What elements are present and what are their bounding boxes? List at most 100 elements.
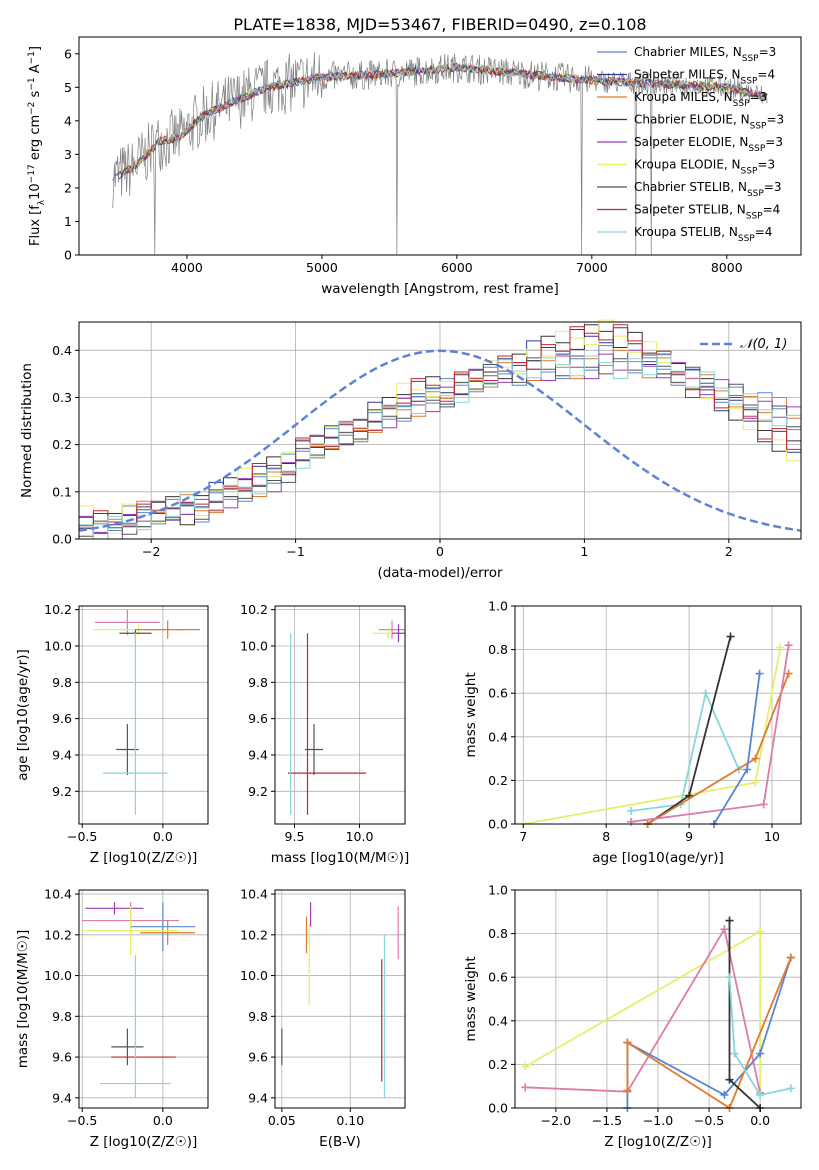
- spectrum-panel: 4000 5000 6000 7000 8000 0 1 2 3 4 5 6 wavelength [A…: [27, 36, 802, 297]
- weight-point-marker: [701, 689, 710, 698]
- plot-content: [281, 902, 399, 1098]
- y-tick-label: 0.0: [52, 532, 72, 547]
- y-tick-label: 0.0: [488, 1101, 508, 1116]
- axes-frame: 9.5 10.0 9.2 9.4 9.6 9.8 10.0 10.2 mass [log10(M…: [240, 602, 409, 866]
- normal-curve: [78, 349, 802, 532]
- y-tick-label: 0.4: [52, 343, 72, 358]
- plot-content: [288, 620, 405, 815]
- y-tick-label: 9.6: [248, 1050, 268, 1065]
- plot-content: [93, 609, 200, 815]
- weight-point-marker: [726, 632, 735, 641]
- weight-series-line: [630, 690, 740, 812]
- weight-point-marker: [786, 953, 795, 962]
- y-tick-label: 1.0: [488, 883, 508, 898]
- figure-title: PLATE=1838, MJD=53467, FIBERID=0490, z=0…: [233, 15, 646, 34]
- weight-point-marker: [784, 641, 793, 650]
- x-tick-label: −2: [142, 544, 160, 559]
- legend-tail: =4: [763, 203, 781, 217]
- y-tick-label: 0.2: [52, 437, 72, 452]
- x-tick-label: 5000: [306, 260, 338, 275]
- x-tick-label: 8: [602, 829, 610, 844]
- legend-subscript: SSP: [741, 77, 758, 87]
- weight-point-marker: [751, 754, 760, 763]
- axes-frame: −0.5 0.0 9.4 9.6 9.8 10.0 10.2 10.4 Z [log10(Z/Z…: [15, 887, 209, 1150]
- y-tick-label: 10.2: [44, 602, 72, 617]
- legend-tail: =4: [757, 68, 775, 82]
- y-tick-label: 2: [64, 180, 72, 195]
- plot-content: [82, 902, 196, 1098]
- x-axis-label: (data-model)/error: [377, 565, 503, 581]
- axes-border: [78, 605, 209, 825]
- y-tick-label: 0.6: [488, 686, 508, 701]
- legend-tail: =4: [755, 225, 773, 239]
- y-tick-label: 0.4: [488, 729, 508, 744]
- x-tick-label: −1: [286, 544, 304, 559]
- y-tick-label: 0.0: [488, 817, 508, 832]
- weight-point-marker: [756, 1090, 765, 1099]
- y-tick-label: 10.0: [44, 638, 72, 653]
- legend-tail: =3: [764, 180, 782, 194]
- y-tick-label: 9.4: [248, 1090, 268, 1105]
- legend-subscript: SSP: [747, 189, 764, 199]
- y-tick-label: 0: [64, 248, 72, 263]
- y-axis-label: mass weight: [463, 956, 479, 1041]
- y-tick-label: 1: [64, 214, 72, 229]
- y-tick-label: 0.4: [488, 1013, 508, 1028]
- plot-area: [515, 606, 801, 824]
- y-tick-label: 3: [64, 147, 72, 162]
- weight-point-marker: [720, 925, 729, 934]
- weight-series-line: [626, 957, 792, 1110]
- y-tick-label: 9.6: [52, 711, 72, 726]
- superscript: −17: [27, 164, 37, 183]
- y-tick-label: 9.8: [248, 675, 268, 690]
- weight-vs-age-panel: 7 8 9 10 0.0 0.2 0.4 0.6 0.8 1.0 age [log10(age/yr…: [463, 599, 802, 866]
- x-tick-label: −0.5: [694, 1113, 724, 1128]
- axes-frame: 4000 5000 6000 7000 8000 0 1 2 3 4 5 6 wavelength [A…: [27, 36, 802, 297]
- weight-point-marker: [725, 916, 734, 925]
- axes-frame: −2 −1 0 1 2 0.0 0.1 0.2 0.3 0.4 𝒩(0, 1) (data-model…: [19, 321, 802, 581]
- x-tick-label: 9: [685, 829, 693, 844]
- x-tick-label: 0.10: [336, 1113, 364, 1128]
- y-tick-label: 0.8: [488, 926, 508, 941]
- y-axis-label: mass [log10(M/M☉)]: [15, 930, 31, 1069]
- x-tick-label: −0.5: [67, 829, 97, 844]
- weight-point-marker: [521, 1083, 530, 1092]
- y-tick-label: 10.0: [240, 968, 268, 983]
- legend-entry: 𝒩(0, 1): [740, 337, 787, 352]
- model-spectrum-line: [122, 62, 768, 177]
- y-tick-label: 10.2: [44, 927, 72, 942]
- weight-point-marker: [786, 1084, 795, 1093]
- y-tick-label: 0.3: [52, 390, 72, 405]
- axes-border: [274, 889, 406, 1109]
- x-axis-label: wavelength [Angstrom, rest frame]: [321, 281, 559, 297]
- x-tick-label: 10: [764, 829, 780, 844]
- weight-point-marker: [756, 1049, 765, 1058]
- weight-point-marker: [743, 765, 752, 774]
- x-tick-label: 2: [725, 544, 733, 559]
- y-axis-label: age [log10(age/yr)]: [15, 649, 31, 781]
- y-tick-label: 0.2: [488, 773, 508, 788]
- y-tick-label: 10.2: [240, 927, 268, 942]
- axes-frame: −0.5 0.0 9.2 9.4 9.6 9.8 10.0 10.2 Z [log10(Z/Z☉…: [15, 602, 209, 866]
- x-tick-label: 0: [436, 544, 444, 559]
- legend-subscript: SSP: [746, 212, 763, 222]
- weight-point-marker: [751, 778, 760, 787]
- superscript: −2: [27, 102, 37, 115]
- x-tick-label: 0.0: [153, 829, 173, 844]
- axes-border: [514, 605, 802, 825]
- x-axis-label: Z [log10(Z/Z☉)]: [604, 1134, 712, 1150]
- x-axis-label: Z [log10(Z/Z☉)]: [90, 850, 198, 866]
- y-tick-label: 9.2: [52, 784, 72, 799]
- y-tick-label: 1.0: [488, 599, 508, 614]
- x-tick-label: −2.0: [541, 1113, 571, 1128]
- axes-frame: 0.05 0.10 9.4 9.6 9.8 10.0 10.2 10.4 E(B-V): [240, 887, 406, 1150]
- x-tick-label: 8000: [711, 260, 743, 275]
- y-tick-label: 9.2: [248, 784, 268, 799]
- model-spectrum-line: [124, 62, 768, 174]
- x-tick-label: 10.0: [346, 829, 374, 844]
- axes-frame: 7 8 9 10 0.0 0.2 0.4 0.6 0.8 1.0 age [log10(age/yr…: [463, 599, 802, 866]
- y-tick-label: 0.1: [52, 484, 72, 499]
- x-tick-label: 6000: [441, 260, 473, 275]
- x-tick-label: −1.5: [592, 1113, 622, 1128]
